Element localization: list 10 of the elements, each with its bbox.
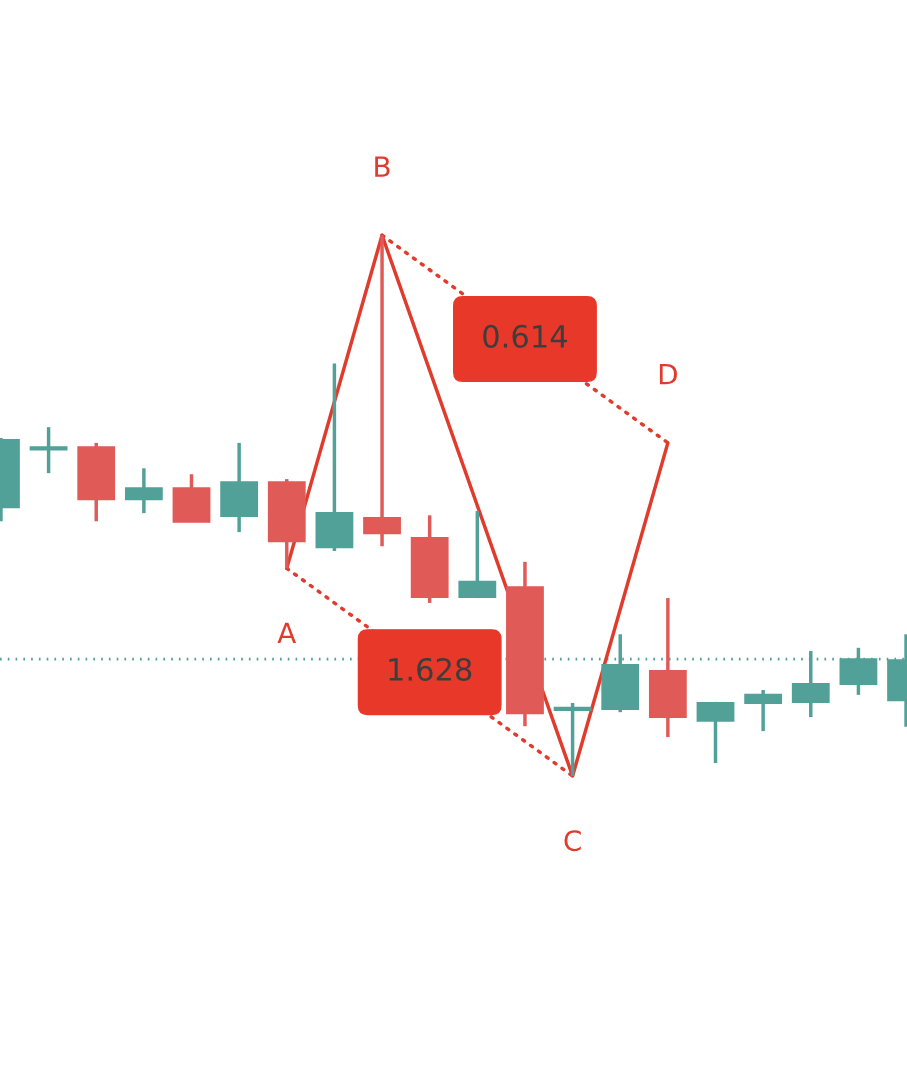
candlestick (744, 689, 783, 733)
text: C (564, 830, 581, 852)
candlestick (29, 427, 68, 474)
annotation: 1.628 (389, 657, 472, 682)
annotation: D (659, 364, 677, 385)
annotation: A (277, 622, 297, 644)
annotation: 0.614 (483, 324, 567, 348)
text: B (375, 156, 390, 177)
candlestick (553, 701, 592, 776)
candlestick (363, 235, 401, 547)
